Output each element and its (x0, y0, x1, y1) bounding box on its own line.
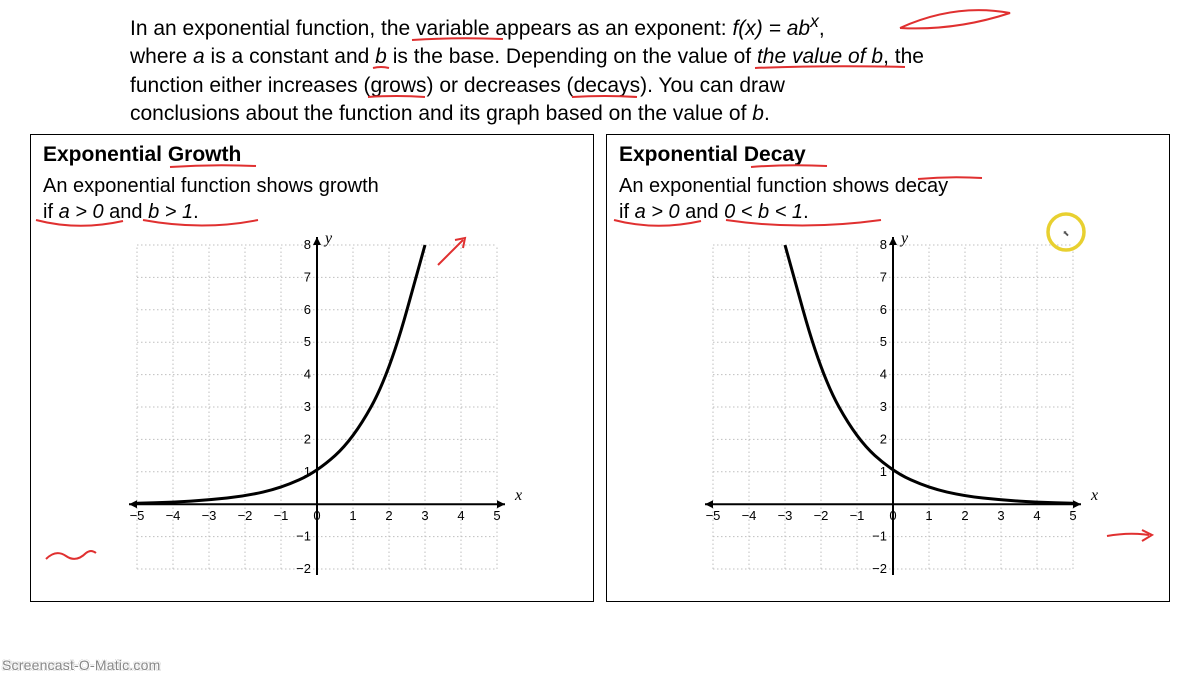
svg-text:3: 3 (421, 509, 428, 524)
growth-panel: Exponential Growth An exponential functi… (30, 134, 594, 602)
svg-text:−5: −5 (130, 509, 145, 524)
svg-text:−1: −1 (850, 509, 865, 524)
svg-text:0: 0 (889, 509, 896, 524)
decay-title: Exponential Decay (619, 143, 1157, 167)
svg-text:8: 8 (304, 237, 311, 252)
red-arrow-right-annotation (1104, 526, 1159, 546)
svg-text:0: 0 (313, 509, 320, 524)
svg-text:−1: −1 (274, 509, 289, 524)
growth-title: Exponential Growth (43, 143, 581, 167)
svg-text:−1: −1 (296, 529, 311, 544)
intro-text: In an exponential function, the variable… (130, 17, 924, 125)
growth-sub: An exponential function shows growth if … (43, 173, 581, 225)
svg-text:−4: −4 (742, 509, 757, 524)
svg-text:4: 4 (880, 367, 887, 382)
svg-text:7: 7 (304, 270, 311, 285)
svg-text:4: 4 (1033, 509, 1040, 524)
svg-text:2: 2 (385, 509, 392, 524)
svg-text:1: 1 (349, 509, 356, 524)
svg-text:2: 2 (961, 509, 968, 524)
yellow-cursor-circle: ⬉ (1044, 210, 1089, 255)
intro-paragraph: In an exponential function, the variable… (0, 0, 1200, 134)
svg-text:−2: −2 (814, 509, 829, 524)
svg-text:−3: −3 (202, 509, 217, 524)
svg-text:4: 4 (457, 509, 464, 524)
svg-text:6: 6 (304, 302, 311, 317)
svg-text:2: 2 (304, 432, 311, 447)
svg-text:5: 5 (880, 335, 887, 350)
svg-text:−2: −2 (238, 509, 253, 524)
decay-chart: −5−4−3−2−1012345−2−112345678xy (673, 227, 1103, 597)
svg-text:8: 8 (880, 237, 887, 252)
svg-text:3: 3 (997, 509, 1004, 524)
svg-text:1: 1 (925, 509, 932, 524)
panels-row: Exponential Growth An exponential functi… (0, 134, 1200, 602)
svg-text:5: 5 (1069, 509, 1076, 524)
svg-text:5: 5 (304, 335, 311, 350)
growth-chart: −5−4−3−2−1012345−2−112345678xy (97, 227, 527, 597)
svg-text:⬉: ⬉ (1063, 229, 1070, 238)
svg-text:2: 2 (880, 432, 887, 447)
svg-text:−3: −3 (778, 509, 793, 524)
svg-text:6: 6 (880, 302, 887, 317)
svg-text:−2: −2 (296, 561, 311, 576)
svg-text:3: 3 (304, 399, 311, 414)
svg-text:4: 4 (304, 367, 311, 382)
svg-text:x: x (1090, 488, 1098, 505)
watermark: Screencast-O-Matic.com (2, 657, 160, 673)
svg-text:−2: −2 (872, 561, 887, 576)
svg-text:3: 3 (880, 399, 887, 414)
svg-text:−1: −1 (872, 529, 887, 544)
svg-text:−4: −4 (166, 509, 181, 524)
svg-text:5: 5 (493, 509, 500, 524)
svg-text:y: y (899, 230, 909, 247)
decay-panel: Exponential Decay An exponential functio… (606, 134, 1170, 602)
red-arrow-annotation (433, 235, 473, 270)
svg-text:7: 7 (880, 270, 887, 285)
svg-text:x: x (514, 488, 522, 505)
red-squiggle-annotation (41, 541, 101, 566)
svg-text:y: y (323, 230, 333, 247)
svg-text:−5: −5 (706, 509, 721, 524)
